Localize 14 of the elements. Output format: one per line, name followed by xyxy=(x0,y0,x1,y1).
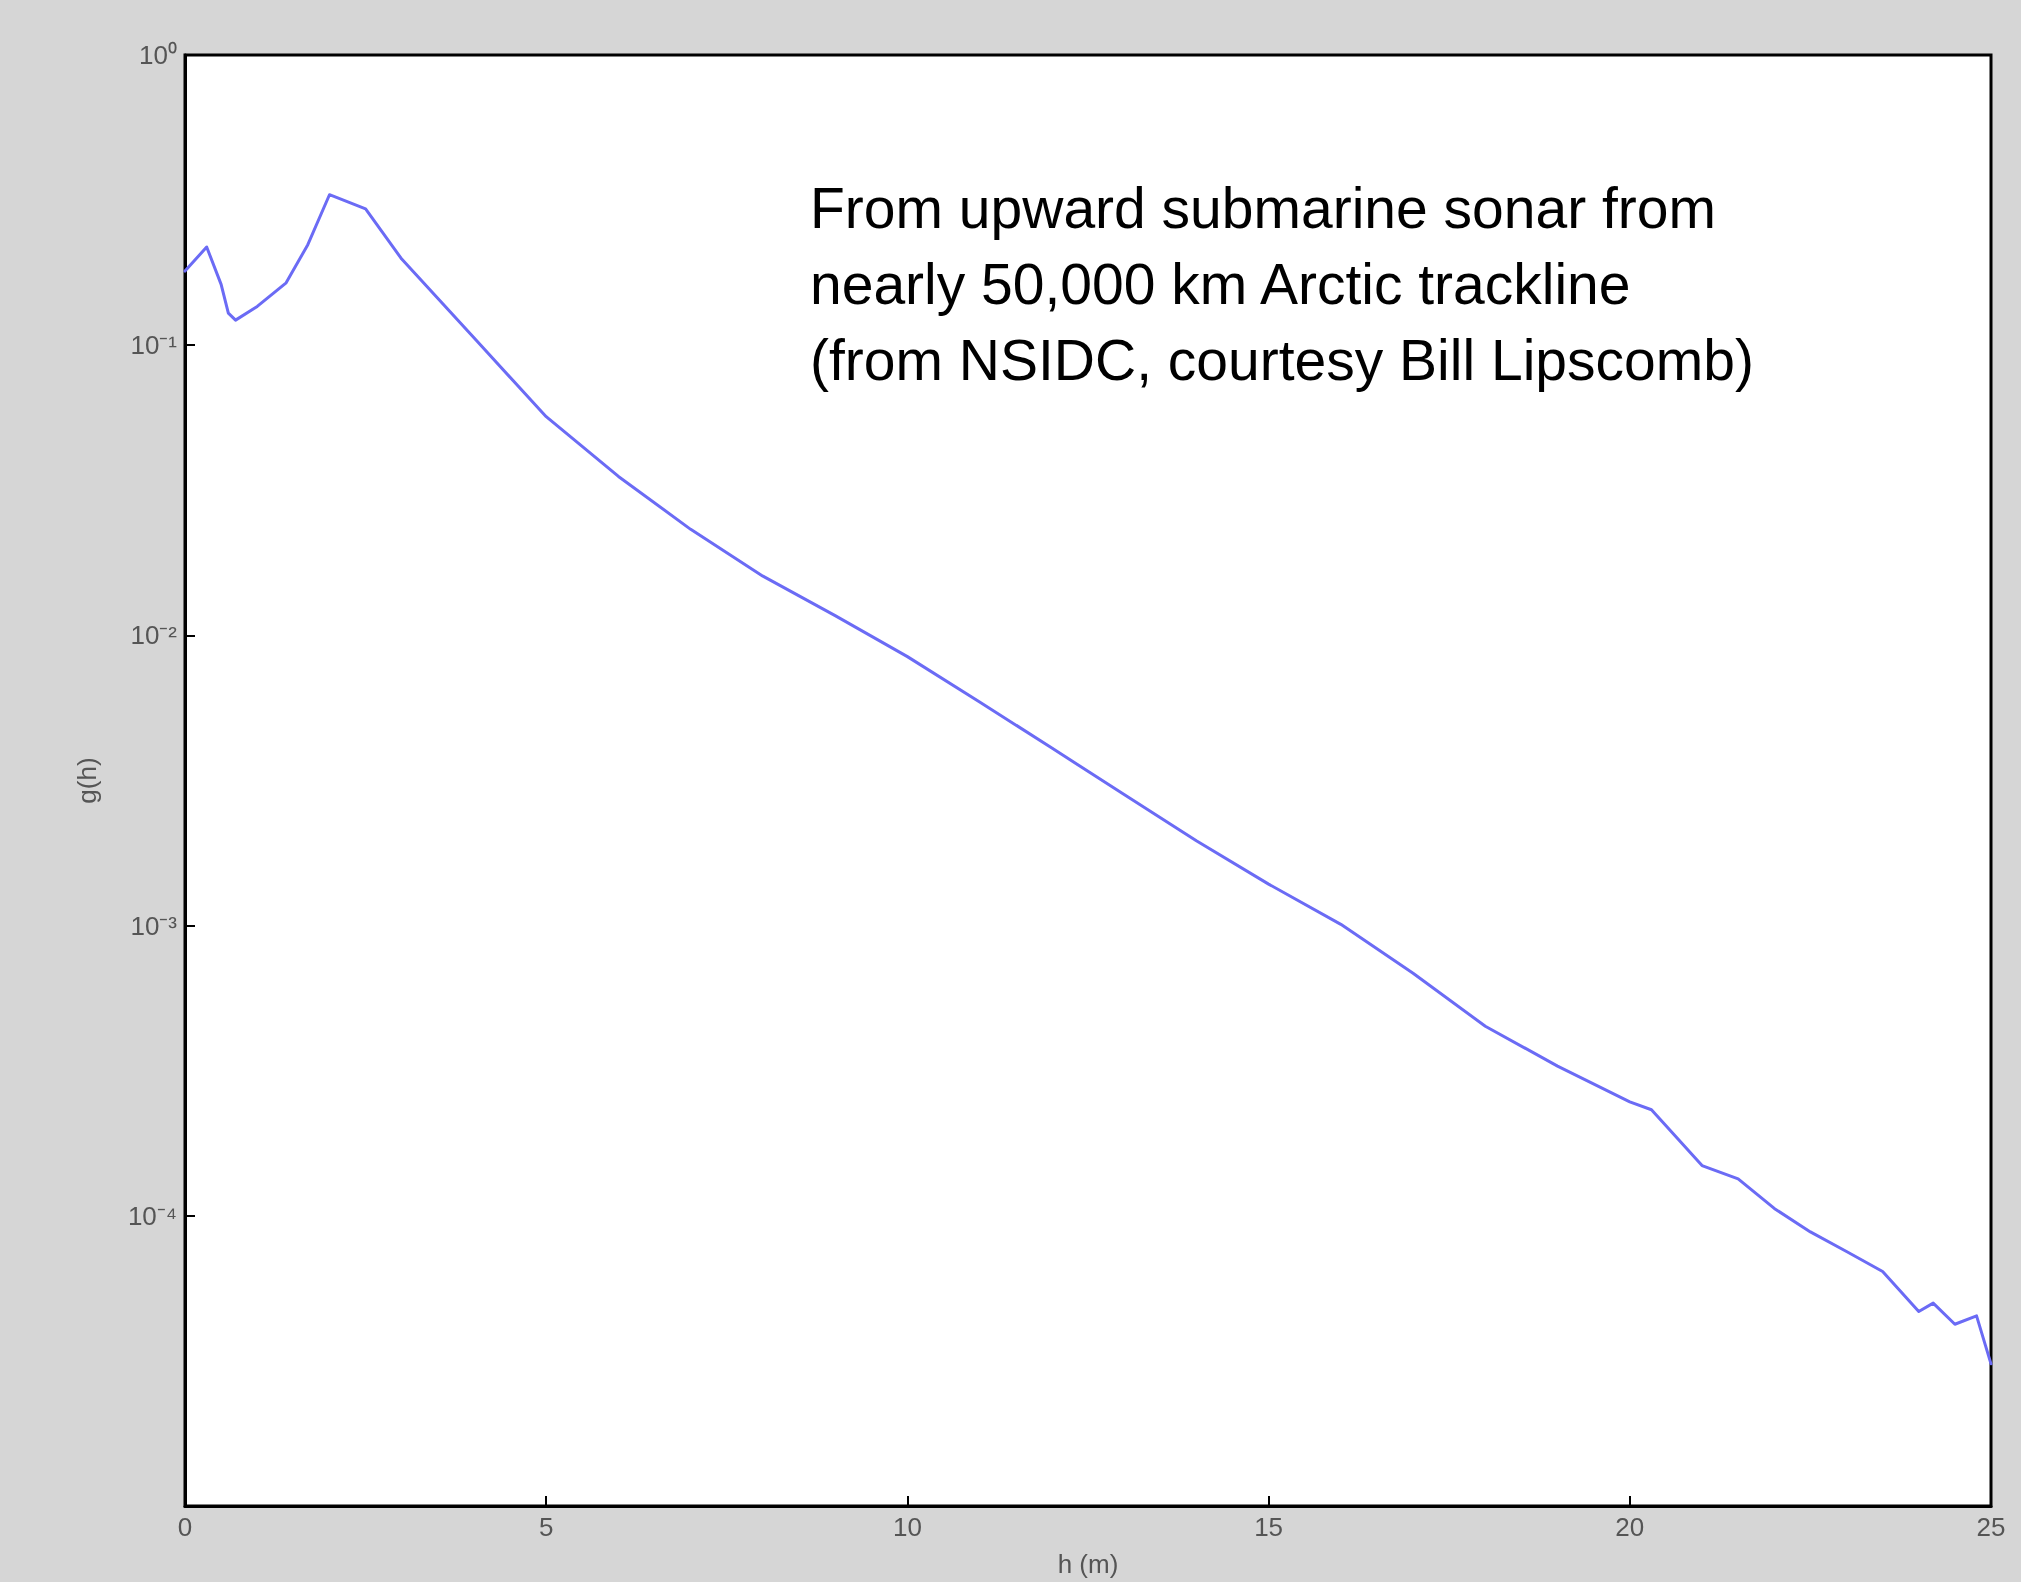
x-tick-label: 15 xyxy=(1254,1512,1284,1542)
y-axis-title: g(h) xyxy=(72,757,102,804)
x-tick-label: 25 xyxy=(1976,1512,2006,1542)
x-tick-label: 20 xyxy=(1615,1512,1645,1542)
y-tick-label: 10⁻² xyxy=(130,620,178,651)
y-tick-label: 10⁰ xyxy=(139,40,177,70)
x-tick-label: 5 xyxy=(538,1512,554,1542)
annotation: From upward submarine sonar from nearly 50,000 km Arctic trackline (from NSIDC, courtesy Bill Lipscomb) xyxy=(810,176,1754,392)
y-tick-label: 10⁻¹ xyxy=(130,330,178,361)
x-axis-title: h (m) xyxy=(1057,1549,1119,1579)
x-tick-label: 0 xyxy=(177,1512,193,1542)
y-tick-label: 10⁻⁴ xyxy=(127,1200,177,1231)
x-tick-label: 10 xyxy=(892,1512,922,1542)
y-tick-label: 10⁻³ xyxy=(130,910,178,941)
